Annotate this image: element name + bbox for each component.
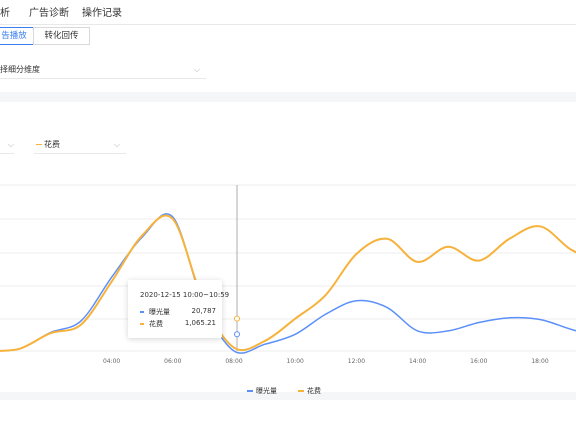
metric-select-2[interactable]: 花费 ⌵ [34,136,126,154]
x-tick-label: 12:00 [348,358,365,365]
filter-panel: 告播放 转化回传 择细分维度 ⌵ [0,25,576,92]
series-swatch [140,311,144,313]
hover-point-cost [234,315,240,322]
tab-conversion-postback[interactable]: 转化回传 [33,27,90,45]
x-tick-label: 16:00 [470,358,487,365]
nav-item-analysis[interactable]: 析 [0,8,10,19]
legend-item-cost[interactable]: 花费 [298,386,321,396]
chevron-down-icon: ⌵ [193,65,200,74]
hover-point-exposure [234,331,240,338]
tooltip-label: 曝光量 [149,308,170,316]
tooltip-row-exposure: 曝光量 20,787 [138,307,216,317]
top-nav: 析 广告诊断 操作记录 [0,0,576,25]
x-tick-label: 04:00 [103,358,120,365]
chevron-down-icon: ⌵ [7,140,14,149]
chart-panel [0,102,576,392]
chevron-down-icon: ⌵ [113,140,120,149]
legend-label: 曝光量 [256,387,277,395]
tooltip-value: 1,065.21 [184,319,216,327]
legend-swatch [247,390,253,392]
series-line-cost [0,214,576,352]
metric-select-2-label: 花费 [44,140,60,149]
x-tick-label: 14:00 [409,358,426,365]
nav-item-operation-log[interactable]: 操作记录 [82,8,122,19]
legend-label: 花费 [307,387,321,395]
series-line-exposure [0,213,576,354]
x-tick-label: 10:00 [287,358,304,365]
bottom-panel [0,400,576,432]
nav-item-ad-diagnosis[interactable]: 广告诊断 [29,8,69,19]
x-tick-label: 06:00 [164,358,181,365]
chart-tooltip: 2020-12-15 10:00~10:59 曝光量 20,787 花费 1,0… [128,280,229,338]
tooltip-row-cost: 花费 1,065.21 [138,319,216,329]
tooltip-label: 花费 [149,320,163,328]
series-swatch [140,323,144,325]
tooltip-title: 2020-12-15 10:00~10:59 [140,291,230,299]
dimension-select[interactable]: 择细分维度 ⌵ [0,61,206,79]
metric-select-1[interactable]: ⌵ [0,136,14,154]
legend-item-exposure[interactable]: 曝光量 [247,386,277,396]
x-tick-label: 18:00 [531,358,548,365]
tooltip-value: 20,787 [191,307,217,315]
dimension-select-placeholder: 择细分维度 [0,65,40,74]
metric-color-swatch [36,144,42,145]
legend-swatch [298,390,304,392]
x-tick-label: 08:00 [225,358,242,365]
